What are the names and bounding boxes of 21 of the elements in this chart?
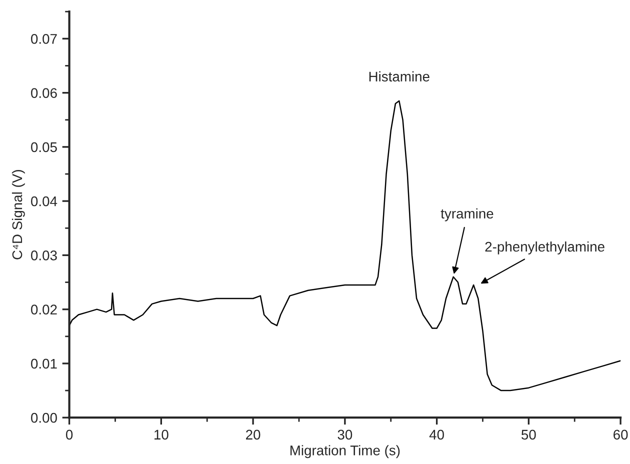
x-tick-label: 40 — [429, 430, 444, 440]
y-tick-label: 0.02 — [31, 304, 57, 315]
y-axis-title: C⁴D Signal (V) — [12, 170, 25, 260]
x-tick-label: 60 — [614, 430, 628, 440]
x-tick-label: 20 — [246, 430, 260, 440]
x-tick-label: 50 — [522, 430, 536, 440]
x-tick-label: 10 — [154, 430, 168, 440]
y-tick-label: 0.07 — [31, 34, 57, 44]
y-tick-label: 0.05 — [31, 142, 57, 152]
y-tick-label: 0.01 — [31, 358, 57, 369]
y-tick-label: 0.00 — [31, 412, 57, 423]
annotation: Histamine — [369, 71, 430, 82]
annotation: 2-phenylethylamine — [485, 241, 604, 254]
annotation: tyramine — [440, 208, 494, 222]
x-tick-label: 30 — [338, 430, 352, 440]
y-tick-label: 0.03 — [31, 250, 57, 260]
y-tick-label: 0.04 — [31, 196, 58, 206]
y-tick-label: 0.06 — [31, 88, 57, 98]
line-series — [69, 100, 621, 392]
x-axis-title: Migration Time (s) — [290, 445, 400, 458]
x-tick-label: 0 — [66, 430, 73, 440]
